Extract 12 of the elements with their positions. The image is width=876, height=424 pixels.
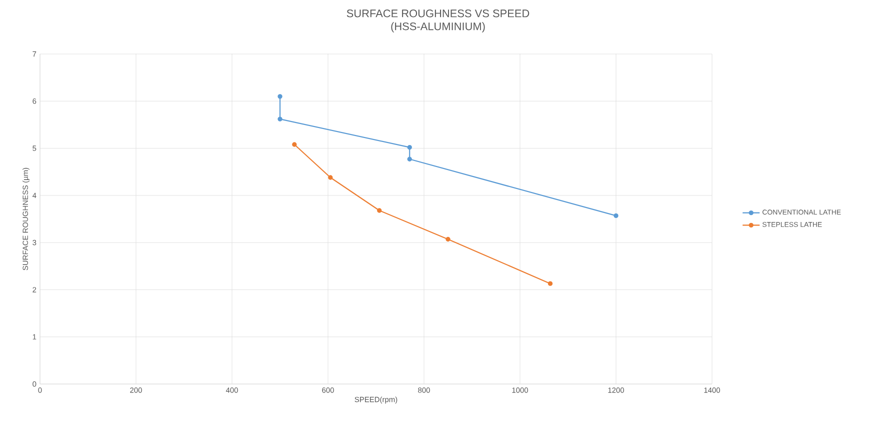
point [278,94,282,99]
chart-title: SURFACE ROUGHNESS VS SPEED [346,10,530,18]
point [446,236,450,242]
point [377,208,382,213]
point [407,145,412,150]
point [548,281,553,286]
point [278,116,282,122]
point [614,213,618,218]
point [328,175,333,180]
point [292,142,297,147]
chart-subtitle: (HSS-ALUMINIUM) [391,22,485,32]
point [407,156,412,162]
